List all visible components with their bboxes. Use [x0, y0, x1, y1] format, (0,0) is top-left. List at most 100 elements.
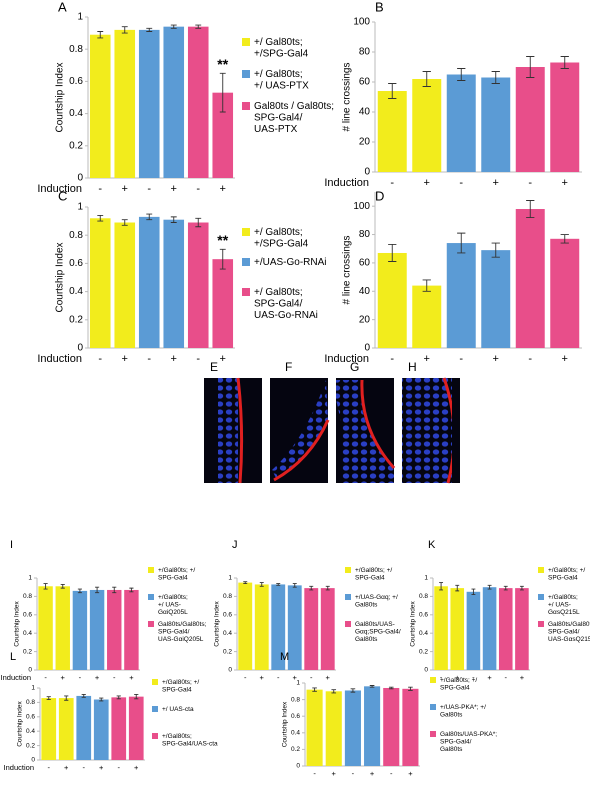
y-tick-label: 0	[77, 343, 83, 354]
error-bar	[77, 588, 82, 594]
legend-line: +/ UAS-cta	[162, 706, 194, 713]
y-axis-title: Courtship Index	[410, 600, 417, 646]
legend-line: +/ UAS-PTX	[254, 80, 309, 91]
y-tick-label: 0.2	[69, 140, 83, 151]
x-tick-label: +	[220, 353, 226, 365]
x-tick-label: +	[129, 673, 134, 682]
y-tick-label: 20	[359, 314, 371, 325]
legend-line: +/ Gal80ts;	[254, 227, 303, 238]
y-tick-label: 0.4	[69, 108, 83, 119]
legend-line: +/Gal80ts; +/	[440, 677, 477, 684]
y-tick-label: 0.2	[23, 648, 32, 655]
legend-label: +/Gal80ts; +/SPG-Gal4	[355, 567, 392, 581]
y-tick-label: 0.2	[291, 746, 300, 753]
legend-label: +/ UAS-cta	[162, 706, 194, 713]
legend-swatch	[430, 677, 436, 683]
y-tick-label: 0.4	[26, 728, 35, 735]
x-tick-label: -	[196, 353, 200, 365]
x-tick-label: +	[487, 673, 492, 682]
error-bar	[439, 582, 444, 591]
error-bar	[170, 216, 177, 223]
x-tick-label: -	[472, 673, 475, 682]
legend-line: Gal80ts/Gal80ts;	[158, 621, 207, 628]
x-tick-label: -	[528, 353, 532, 365]
y-tick-label: 0.8	[69, 44, 83, 55]
legend-swatch	[345, 567, 351, 573]
legend-line: Gal80ts	[440, 746, 463, 753]
x-tick-label: -	[196, 183, 200, 195]
error-bar	[259, 582, 264, 587]
legend-swatch	[242, 102, 250, 110]
error-bar	[526, 56, 535, 78]
x-tick-label: +	[424, 353, 430, 365]
bar	[124, 589, 139, 670]
x-tick-label: +	[370, 769, 375, 778]
x-tick-label: -	[44, 673, 47, 682]
y-tick-label: 0	[28, 667, 32, 674]
x-tick-label: +	[408, 769, 413, 778]
y-tick-label: 0	[364, 343, 370, 354]
error-bar	[219, 72, 226, 113]
y-tick-label: 0.4	[223, 630, 232, 637]
legend-swatch	[242, 288, 250, 296]
error-bar	[369, 685, 375, 688]
y-tick-label: 0.2	[419, 648, 428, 655]
legend-label: +/UAS-Gαq; +/Gal80ts	[355, 594, 398, 608]
error-bar	[487, 584, 492, 590]
bar	[114, 222, 136, 348]
micrograph-f: F	[270, 360, 330, 483]
legend-line: SPG-Gal4/	[254, 112, 303, 123]
error-bar	[112, 586, 117, 594]
error-bar	[170, 24, 177, 29]
y-tick-label: 0.6	[69, 76, 83, 87]
y-tick-label: 0.6	[26, 714, 35, 721]
panel-label: D	[375, 188, 384, 203]
x-tick-label: +	[332, 769, 337, 778]
y-axis-title: Courtship Index	[282, 701, 289, 747]
y-tick-label: 20	[359, 137, 371, 148]
x-tick-label: -	[352, 769, 355, 778]
bar	[114, 29, 136, 178]
legend-line: +/ UAS-	[158, 601, 181, 608]
legend-swatch	[148, 594, 154, 600]
x-axis-title: Induction	[1, 673, 31, 682]
y-tick-label: 0.2	[26, 742, 35, 749]
legend-line: GαiQ205L	[158, 609, 188, 616]
bar	[515, 209, 545, 348]
x-tick-label: +	[493, 177, 499, 189]
legend-label: Gal80ts/Gal80ts; SPG-Gal4/UAS-GαiQ205L	[158, 621, 207, 643]
y-axis-title: # line crossings	[342, 63, 353, 132]
x-tick-label: +	[455, 673, 460, 682]
x-tick-label: -	[244, 673, 247, 682]
y-axis-title: Courtship Index	[214, 600, 221, 646]
error-bar	[491, 242, 500, 258]
panel-label: K	[428, 539, 436, 551]
error-bar	[60, 583, 65, 589]
y-tick-label: 100	[353, 17, 370, 28]
y-tick-label: 0	[296, 763, 300, 770]
x-tick-label: +	[99, 763, 104, 772]
bar-chart: I Courtship Index 0 0.2 0.4 0.6 0.8 1 - + - + - + Indu…	[1, 539, 207, 682]
error-bar	[519, 585, 524, 591]
x-tick-label: +	[95, 673, 100, 682]
legend-label: +/ Gal80ts; +/SPG-Gal4	[254, 227, 309, 250]
bar	[72, 590, 88, 670]
legend-swatch	[152, 679, 158, 685]
legend-line: UAS-Go-RNAi	[254, 310, 318, 321]
legend-swatch	[148, 567, 154, 573]
legend-line: +/Gal80ts;	[162, 733, 192, 740]
error-bar	[116, 695, 121, 700]
y-tick-label: 0	[228, 667, 232, 674]
y-tick-label: 0.6	[223, 612, 232, 619]
x-tick-label: -	[459, 177, 463, 189]
x-tick-label: +	[122, 183, 128, 195]
y-tick-label: 100	[353, 201, 370, 212]
bar	[364, 686, 381, 766]
legend-line: +/ Gal80ts;	[254, 69, 303, 80]
error-bar	[526, 200, 535, 218]
bar	[446, 243, 476, 348]
legend-line: Gal80ts/Gal80ts;	[548, 621, 590, 628]
x-tick-label: -	[313, 769, 316, 778]
legend-line: SPG-Gal4	[162, 686, 192, 693]
